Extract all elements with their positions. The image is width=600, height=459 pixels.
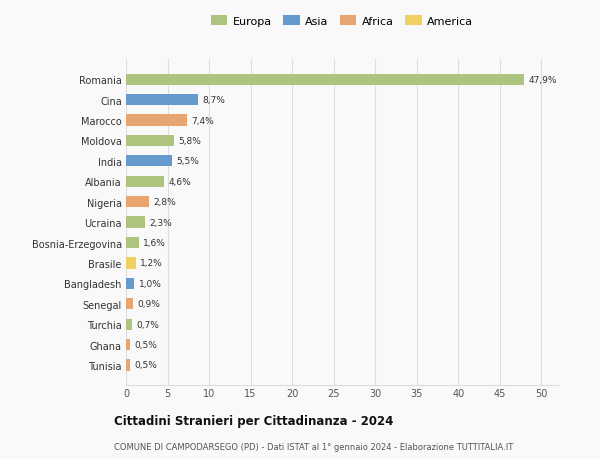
Bar	[126, 176, 164, 187]
Bar	[126, 156, 172, 167]
Text: 47,9%: 47,9%	[528, 76, 557, 84]
Bar	[126, 95, 198, 106]
Bar	[126, 258, 136, 269]
Bar	[126, 278, 134, 289]
Bar	[126, 196, 149, 208]
Bar	[126, 359, 130, 371]
Text: 8,7%: 8,7%	[202, 96, 226, 105]
Text: 5,8%: 5,8%	[178, 137, 201, 146]
Text: 1,6%: 1,6%	[143, 239, 166, 247]
Bar	[126, 319, 132, 330]
Legend: Europa, Asia, Africa, America: Europa, Asia, Africa, America	[207, 13, 477, 30]
Bar	[126, 217, 145, 228]
Text: 1,2%: 1,2%	[140, 259, 163, 268]
Text: 2,3%: 2,3%	[149, 218, 172, 227]
Text: 0,5%: 0,5%	[134, 361, 157, 369]
Bar	[126, 298, 133, 310]
Text: 0,7%: 0,7%	[136, 320, 159, 329]
Text: COMUNE DI CAMPODARSEGO (PD) - Dati ISTAT al 1° gennaio 2024 - Elaborazione TUTTI: COMUNE DI CAMPODARSEGO (PD) - Dati ISTAT…	[114, 442, 513, 451]
Bar	[126, 339, 130, 350]
Text: 1,0%: 1,0%	[139, 279, 161, 288]
Text: 7,4%: 7,4%	[191, 116, 214, 125]
Text: 4,6%: 4,6%	[169, 177, 191, 186]
Bar	[126, 135, 174, 147]
Bar	[126, 237, 139, 249]
Text: 2,8%: 2,8%	[154, 198, 176, 207]
Text: Cittadini Stranieri per Cittadinanza - 2024: Cittadini Stranieri per Cittadinanza - 2…	[114, 414, 394, 428]
Text: 5,5%: 5,5%	[176, 157, 199, 166]
Text: 0,5%: 0,5%	[134, 340, 157, 349]
Text: 0,9%: 0,9%	[137, 300, 161, 308]
Bar	[126, 74, 524, 86]
Bar	[126, 115, 187, 126]
